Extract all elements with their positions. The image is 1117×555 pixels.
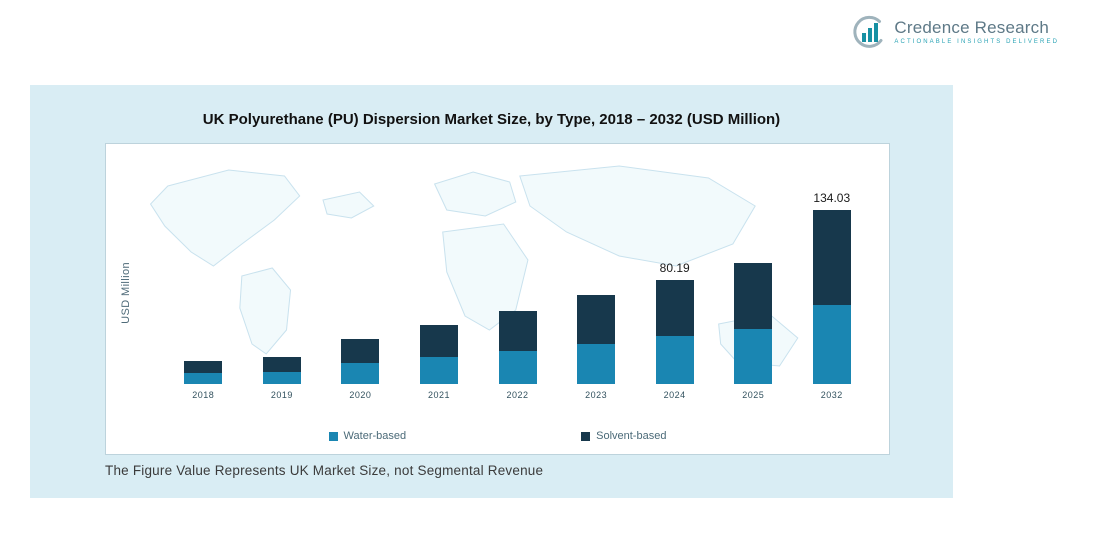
bar-column-2019 xyxy=(243,152,322,384)
bar-stack xyxy=(341,338,380,384)
bar-column-2021 xyxy=(400,152,479,384)
x-axis-label-2018: 2018 xyxy=(192,390,215,400)
bar-segment-solvent-based xyxy=(184,361,223,374)
legend-item-water-based: Water-based xyxy=(328,430,407,442)
bar-stack xyxy=(262,357,301,384)
bar-stack xyxy=(498,311,537,384)
chart-plot-box: USD Million 80.19 134.03 2018 2019 2020 2021… xyxy=(105,143,890,455)
logo: Credence Research Actionable Insights De… xyxy=(851,14,1059,50)
bar-stack xyxy=(184,361,223,384)
bar-chart-icon xyxy=(853,15,883,48)
x-axis-label-2024: 2024 xyxy=(663,390,686,400)
bar-segment-water-based xyxy=(812,304,851,384)
x-axis-labels: 2018 2019 2020 2021 2022 2023 2024 2025 2032 xyxy=(164,390,871,400)
bar-segment-solvent-based xyxy=(419,325,458,358)
bar-column-2025 xyxy=(714,152,793,384)
y-axis-title: USD Million xyxy=(120,262,132,324)
bar-data-label: 80.19 xyxy=(659,260,690,275)
x-axis-label-2021: 2021 xyxy=(427,390,450,400)
bar-column-2022 xyxy=(478,152,557,384)
bar-stack xyxy=(812,209,851,384)
logo-text: Credence Research Actionable Insights De… xyxy=(894,19,1059,45)
brand-name: Credence Research xyxy=(894,17,1049,37)
bar-stack xyxy=(655,279,694,384)
x-axis-label-2020: 2020 xyxy=(349,390,372,400)
x-axis-label-2025: 2025 xyxy=(742,390,765,400)
bar-segment-solvent-based xyxy=(655,279,694,336)
bar-data-label: 134.03 xyxy=(813,190,851,205)
brand-tagline: Actionable Insights Delivered xyxy=(894,38,1059,45)
bar-column-2023 xyxy=(557,152,636,384)
legend-swatch xyxy=(581,431,591,441)
legend-label: Water-based xyxy=(343,430,407,442)
bar-segment-water-based xyxy=(341,363,380,384)
legend-label: Solvent-based xyxy=(596,430,667,442)
bar-stack xyxy=(734,263,773,384)
chart-panel: UK Polyurethane (PU) Dispersion Market S… xyxy=(30,85,953,498)
bar-segment-solvent-based xyxy=(734,263,773,329)
bar-stack xyxy=(419,325,458,384)
bar-segment-water-based xyxy=(419,357,458,384)
bar-segment-water-based xyxy=(655,335,694,384)
bar-segment-solvent-based xyxy=(498,311,537,351)
bar-segment-water-based xyxy=(498,350,537,384)
bar-column-2018 xyxy=(164,152,243,384)
bar-column-2020 xyxy=(321,152,400,384)
x-axis-label-2019: 2019 xyxy=(270,390,293,400)
bar-stack xyxy=(577,294,616,384)
legend: Water-based Solvent-based xyxy=(106,430,889,442)
x-axis-label-2022: 2022 xyxy=(506,390,529,400)
bar-segment-solvent-based xyxy=(262,357,301,372)
plot-area: 80.19 134.03 xyxy=(164,152,871,384)
bar-segment-water-based xyxy=(577,343,616,384)
legend-item-solvent-based: Solvent-based xyxy=(581,430,666,442)
chart-title: UK Polyurethane (PU) Dispersion Market S… xyxy=(202,111,781,128)
bar-segment-water-based xyxy=(262,371,301,384)
bar-segment-solvent-based xyxy=(812,209,851,305)
bar-column-2032: 134.03 xyxy=(793,152,872,384)
bar-segment-water-based xyxy=(184,373,223,384)
bar-column-2024: 80.19 xyxy=(635,152,714,384)
legend-swatch xyxy=(328,431,338,441)
x-axis-label-2032: 2032 xyxy=(820,390,843,400)
x-axis-label-2023: 2023 xyxy=(585,390,608,400)
bar-segment-water-based xyxy=(734,328,773,384)
bar-segment-solvent-based xyxy=(577,294,616,344)
bar-segment-solvent-based xyxy=(341,338,380,364)
chart-footnote: The Figure Value Represents UK Market Si… xyxy=(105,463,544,478)
